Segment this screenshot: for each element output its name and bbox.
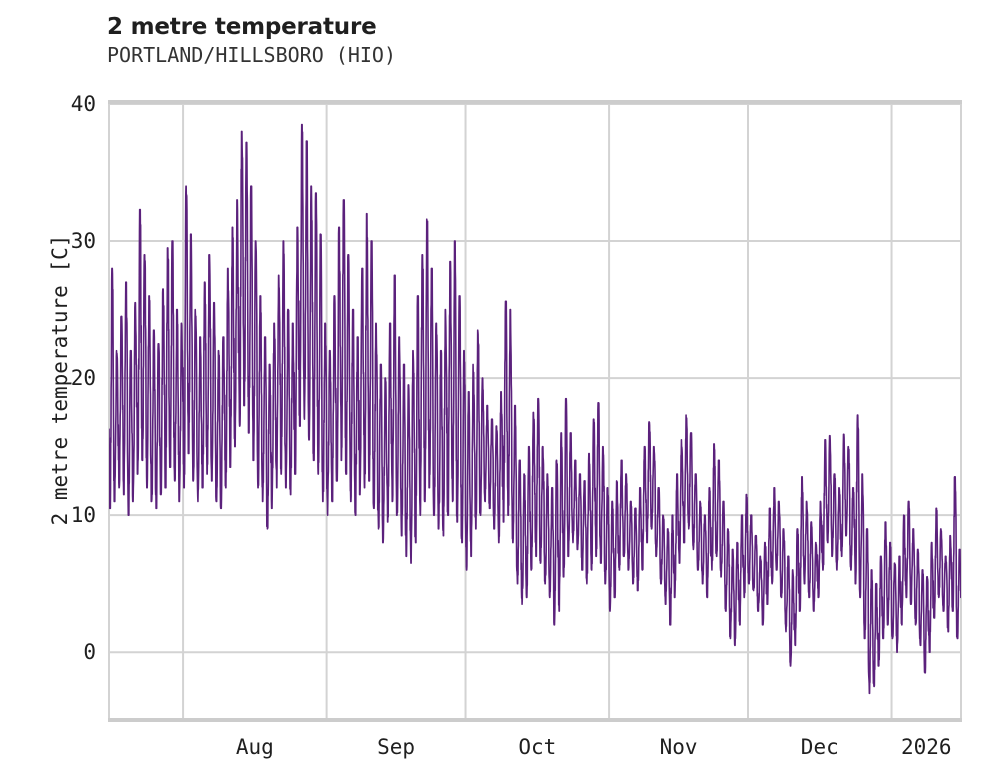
chart-subtitle: PORTLAND/HILLSBORO (HIO)	[107, 43, 396, 68]
page-title: 2 metre temperature	[107, 14, 377, 40]
y-axis-tick-label: 30	[70, 229, 96, 254]
x-axis-tick-label: Nov	[659, 735, 698, 759]
chart-header: 2 metre temperature PORTLAND/HILLSBORO (…	[107, 14, 927, 68]
grid-lines	[109, 103, 961, 718]
x-axis-tick-label: Dec	[800, 735, 839, 759]
y-axis-tick-label: 40	[70, 92, 96, 116]
x-axis-tick-label: Aug	[235, 735, 274, 759]
y-axis-tick-label: 20	[70, 366, 96, 391]
x-axis-tick-label: Oct	[518, 735, 557, 759]
plot-frame	[108, 100, 962, 722]
y-axis-tick-label: 0	[83, 640, 96, 665]
x-axis-tick-label: 2026	[900, 735, 952, 759]
temperature-series-line	[109, 123, 961, 695]
x-axis-tick-label: Sep	[377, 735, 416, 759]
y-axis-tick-labels: 0 10 20 30 40	[0, 0, 96, 782]
y-axis-tick-label: 10	[70, 503, 96, 528]
temperature-line-path	[109, 123, 961, 695]
